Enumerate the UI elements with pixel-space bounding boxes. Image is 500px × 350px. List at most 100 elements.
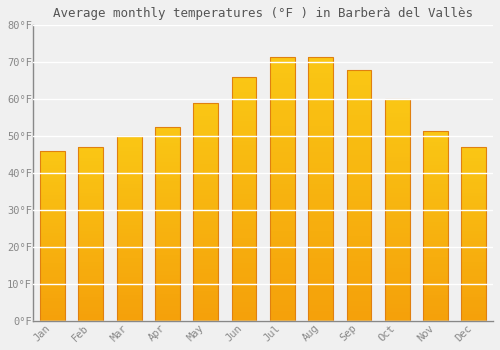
Bar (232, 160, 256, 165)
Bar (423, 253, 448, 257)
Bar (346, 291, 372, 296)
Bar (194, 247, 218, 251)
Bar (232, 292, 256, 297)
Bar (385, 268, 409, 273)
Bar (116, 240, 141, 244)
Bar (385, 286, 409, 290)
Bar (346, 85, 372, 90)
Bar (270, 57, 295, 321)
Bar (78, 276, 103, 280)
Bar (423, 184, 448, 188)
Bar (116, 203, 141, 206)
Bar (232, 175, 256, 180)
Bar (155, 317, 180, 321)
Bar (232, 150, 256, 155)
Bar (308, 295, 333, 300)
Bar (40, 311, 65, 315)
Bar (155, 298, 180, 302)
Bar (40, 199, 65, 202)
Bar (116, 196, 141, 199)
Bar (385, 313, 409, 317)
Bar (116, 266, 141, 270)
Bar (116, 281, 141, 284)
Bar (385, 175, 409, 179)
Bar (346, 316, 372, 321)
Bar (116, 270, 141, 273)
Bar (423, 279, 448, 283)
Bar (40, 154, 65, 158)
Bar (346, 261, 372, 266)
Bar (40, 260, 65, 264)
Bar (232, 224, 256, 229)
Bar (423, 238, 448, 241)
Bar (270, 274, 295, 279)
Bar (78, 158, 103, 161)
Bar (40, 158, 65, 161)
Bar (155, 201, 180, 205)
Bar (270, 284, 295, 289)
Bar (462, 283, 486, 287)
Bar (232, 282, 256, 287)
Bar (155, 271, 180, 275)
Bar (270, 263, 295, 268)
Bar (462, 224, 486, 228)
Bar (462, 147, 486, 151)
Bar (462, 241, 486, 245)
Bar (385, 255, 409, 259)
Bar (116, 192, 141, 196)
Bar (423, 134, 448, 138)
Bar (270, 57, 295, 62)
Bar (78, 252, 103, 255)
Bar (270, 99, 295, 104)
Bar (385, 241, 409, 246)
Bar (78, 283, 103, 287)
Bar (155, 186, 180, 189)
Bar (270, 184, 295, 189)
Bar (308, 216, 333, 221)
Bar (462, 189, 486, 192)
Bar (462, 203, 486, 206)
Bar (270, 157, 295, 163)
Bar (308, 99, 333, 104)
Bar (155, 216, 180, 220)
Bar (308, 62, 333, 67)
Bar (385, 232, 409, 237)
Bar (385, 273, 409, 277)
Bar (78, 196, 103, 200)
Bar (346, 175, 372, 180)
Bar (462, 266, 486, 269)
Bar (155, 166, 180, 170)
Bar (423, 295, 448, 299)
Bar (78, 165, 103, 168)
Bar (308, 136, 333, 141)
Bar (116, 295, 141, 299)
Bar (116, 262, 141, 266)
Bar (385, 197, 409, 202)
Bar (385, 104, 409, 108)
Bar (40, 264, 65, 267)
Bar (423, 169, 448, 173)
Bar (346, 115, 372, 120)
Bar (385, 295, 409, 299)
Bar (385, 277, 409, 281)
Bar (194, 182, 218, 186)
Bar (232, 258, 256, 263)
Bar (346, 201, 372, 205)
Bar (423, 203, 448, 207)
Bar (385, 184, 409, 188)
Bar (385, 113, 409, 117)
Bar (462, 172, 486, 175)
Bar (40, 229, 65, 233)
Bar (40, 205, 65, 209)
Bar (116, 292, 141, 295)
Bar (346, 100, 372, 105)
Bar (462, 290, 486, 294)
Bar (40, 243, 65, 246)
Bar (40, 274, 65, 277)
Bar (423, 176, 448, 180)
Bar (40, 151, 65, 321)
Bar (40, 257, 65, 260)
Bar (40, 280, 65, 284)
Bar (385, 281, 409, 286)
Bar (155, 209, 180, 212)
